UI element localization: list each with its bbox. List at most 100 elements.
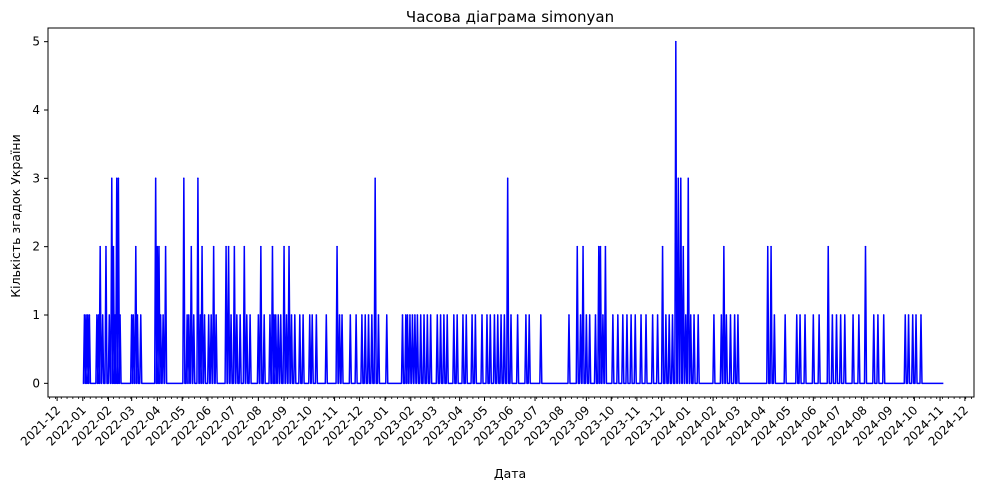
- data-point: [158, 245, 160, 248]
- data-point: [290, 314, 293, 316]
- data-point: [233, 245, 236, 248]
- data-point: [827, 245, 830, 248]
- data-point: [858, 314, 860, 316]
- data-point: [225, 245, 227, 248]
- data-point: [720, 314, 723, 316]
- data-point: [597, 245, 600, 248]
- data-point: [773, 314, 776, 316]
- data-point: [733, 314, 736, 316]
- data-point: [164, 245, 167, 248]
- data-point: [725, 314, 728, 316]
- data-point: [579, 314, 582, 316]
- data-point: [96, 314, 98, 316]
- data-point: [139, 314, 142, 316]
- data-point: [689, 314, 692, 316]
- data-point: [489, 314, 492, 316]
- data-point: [525, 314, 527, 316]
- data-point: [86, 314, 89, 316]
- data-point: [156, 245, 159, 248]
- data-point: [154, 177, 157, 180]
- data-point: [915, 314, 917, 316]
- data-point: [110, 177, 113, 180]
- data-point: [416, 314, 419, 316]
- data-point: [230, 314, 232, 316]
- data-point: [665, 314, 667, 316]
- data-point: [622, 314, 624, 316]
- data-point: [784, 314, 786, 316]
- data-point: [465, 314, 468, 316]
- data-point: [385, 314, 388, 316]
- data-point: [812, 314, 815, 316]
- data-point: [401, 314, 404, 316]
- data-point: [409, 314, 411, 316]
- data-point: [112, 245, 115, 248]
- data-point: [371, 314, 373, 316]
- data-point: [257, 314, 260, 316]
- data-point: [679, 177, 682, 180]
- data-point: [612, 314, 614, 316]
- data-point: [804, 314, 806, 316]
- data-point: [302, 314, 304, 316]
- data-point: [443, 314, 445, 316]
- data-point: [249, 314, 251, 316]
- data-point: [602, 314, 604, 316]
- data-point: [117, 177, 120, 180]
- data-point: [540, 314, 542, 316]
- data-point: [446, 314, 449, 316]
- data-point: [684, 314, 687, 316]
- data-point: [429, 314, 432, 316]
- data-point: [315, 314, 318, 316]
- data-point: [288, 245, 290, 248]
- data-point: [630, 314, 632, 316]
- data-point: [594, 314, 597, 316]
- data-point: [411, 314, 414, 316]
- data-point: [843, 314, 846, 316]
- data-point: [88, 314, 91, 316]
- data-point: [203, 314, 206, 316]
- chart-title: Часова діаграма simonyan: [406, 8, 614, 26]
- data-point: [671, 314, 674, 316]
- data-point: [439, 314, 442, 316]
- data-point: [239, 314, 241, 316]
- data-point: [271, 245, 274, 248]
- data-point: [132, 314, 135, 316]
- data-point: [882, 314, 885, 316]
- data-point: [308, 314, 311, 316]
- data-point: [336, 245, 338, 248]
- data-point: [907, 314, 910, 316]
- data-point: [188, 314, 190, 316]
- data-point: [136, 314, 139, 316]
- data-point: [83, 314, 86, 316]
- data-point: [338, 314, 341, 316]
- data-point: [766, 245, 769, 248]
- data-point: [274, 314, 277, 316]
- data-point: [471, 314, 473, 316]
- data-point: [496, 314, 499, 316]
- data-point: [799, 314, 801, 316]
- data-point: [436, 314, 439, 316]
- data-point: [192, 314, 195, 316]
- data-point: [186, 314, 188, 316]
- data-point: [236, 314, 238, 316]
- plot-frame: [47, 27, 975, 398]
- data-point: [212, 245, 215, 248]
- data-point: [510, 314, 512, 316]
- data-point: [516, 314, 519, 316]
- data-point: [576, 245, 579, 248]
- data-point: [831, 314, 834, 316]
- data-point: [500, 314, 502, 316]
- data-point: [677, 177, 680, 180]
- data-point: [599, 245, 602, 248]
- data-point: [795, 314, 798, 316]
- data-point: [201, 245, 203, 248]
- data-point: [852, 314, 854, 316]
- data-point: [277, 314, 280, 316]
- data-point: [872, 314, 875, 316]
- data-point: [588, 314, 591, 316]
- data-point: [503, 314, 506, 316]
- data-point: [243, 245, 246, 248]
- data-point: [377, 314, 380, 316]
- data-point: [245, 314, 248, 316]
